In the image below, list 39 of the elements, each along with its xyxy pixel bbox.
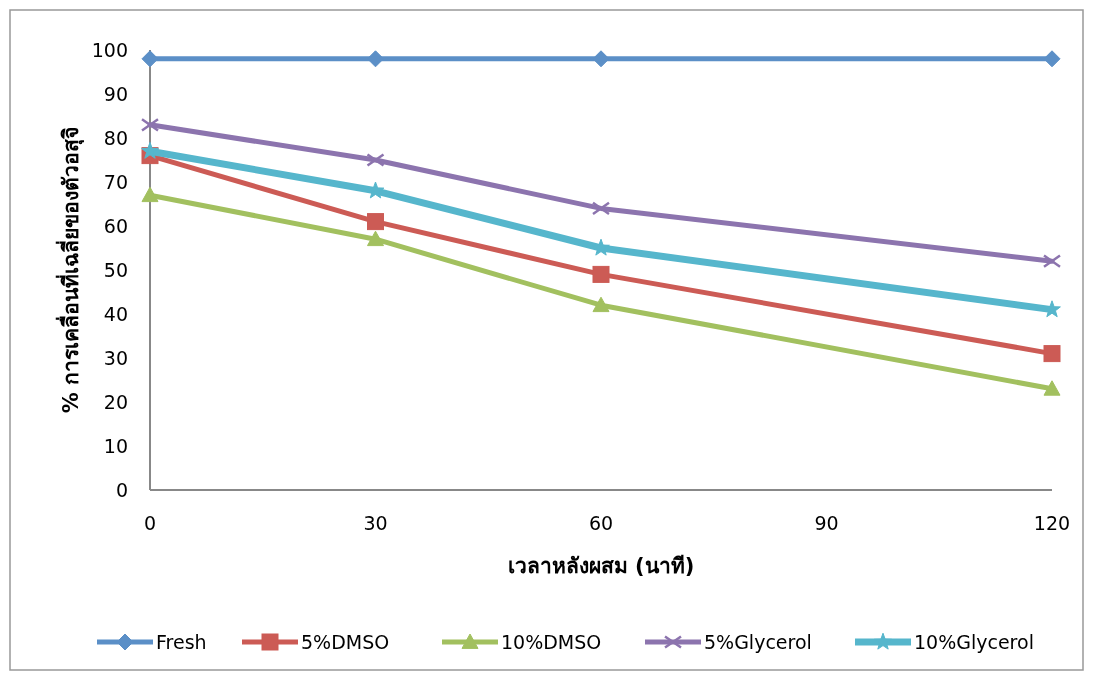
x-tick-label: 30 (363, 512, 388, 534)
x-tick-label: 0 (143, 512, 157, 534)
legend-label: 10%Glycerol (914, 631, 1034, 653)
point (592, 296, 610, 313)
point (141, 50, 159, 68)
y-tick-label: 90 (103, 83, 128, 105)
y-tick-label: 30 (103, 347, 128, 369)
x-tick-label: 90 (814, 512, 839, 534)
point (367, 230, 384, 247)
legend-label: 10%DMSO (501, 631, 602, 653)
y-tick-label: 70 (103, 171, 128, 193)
legend-label: 5%Glycerol (704, 631, 812, 653)
point (592, 50, 610, 68)
point (141, 141, 159, 159)
x-axis-title: เวลาหลังผสม (นาที) (507, 554, 695, 578)
point (367, 213, 384, 231)
y-tick-label: 80 (103, 127, 128, 149)
point (591, 201, 611, 216)
legend-label: Fresh (156, 631, 207, 653)
y-tick-label: 20 (103, 391, 128, 413)
point (140, 117, 160, 132)
point (592, 265, 610, 283)
point (1043, 345, 1061, 363)
point (1043, 380, 1061, 396)
y-axis-title: % การเคลื่อนที่เฉลี่ยของตัวอสุจิ (55, 126, 85, 414)
point (367, 50, 384, 68)
y-tick-label: 40 (103, 303, 128, 325)
point (141, 186, 159, 203)
y-tick-label: 100 (91, 39, 128, 61)
point (366, 153, 385, 167)
y-tick-label: 60 (103, 215, 128, 237)
y-tick-label: 50 (103, 259, 128, 281)
y-tick-label: 10 (103, 435, 128, 457)
x-tick-label: 120 (1033, 512, 1071, 534)
point (1043, 50, 1061, 68)
point (1042, 254, 1062, 269)
legend-label: 5%DMSO (301, 631, 390, 653)
x-tick-label: 60 (588, 512, 614, 534)
y-tick-label: 0 (115, 479, 128, 501)
